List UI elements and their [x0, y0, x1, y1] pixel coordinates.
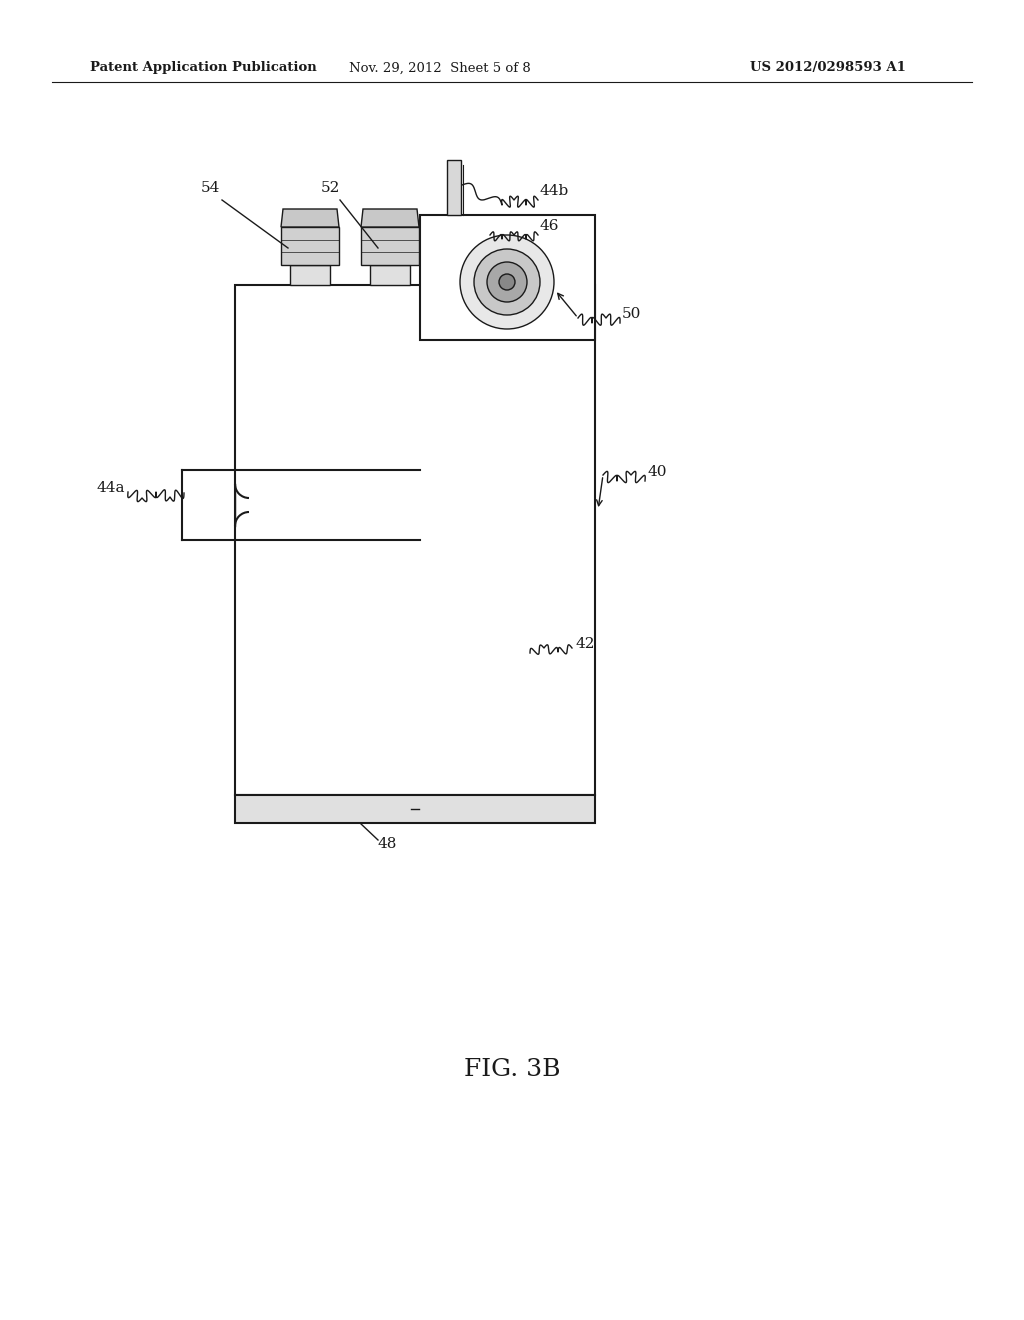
Text: 44a: 44a	[96, 480, 125, 495]
Bar	[447, 160, 461, 215]
Circle shape	[487, 261, 527, 302]
Text: 52: 52	[321, 181, 340, 195]
Bar	[361, 227, 419, 265]
Text: Patent Application Publication: Patent Application Publication	[90, 62, 316, 74]
Text: Nov. 29, 2012  Sheet 5 of 8: Nov. 29, 2012 Sheet 5 of 8	[349, 62, 530, 74]
Text: 54: 54	[201, 181, 220, 195]
Text: US 2012/0298593 A1: US 2012/0298593 A1	[750, 62, 906, 74]
Circle shape	[460, 235, 554, 329]
Text: 50: 50	[622, 308, 641, 321]
Text: 44b: 44b	[540, 183, 569, 198]
Bar	[420, 215, 595, 341]
Bar	[290, 265, 330, 285]
Polygon shape	[361, 209, 419, 227]
Polygon shape	[281, 209, 339, 227]
Bar	[370, 265, 410, 285]
Text: FIG. 3B: FIG. 3B	[464, 1059, 560, 1081]
Text: 42: 42	[575, 638, 595, 651]
Circle shape	[499, 275, 515, 290]
Bar	[234, 285, 595, 795]
Text: 46: 46	[540, 219, 559, 234]
Text: 48: 48	[378, 837, 397, 851]
Circle shape	[474, 249, 540, 315]
Bar	[234, 795, 595, 822]
Bar	[281, 227, 339, 265]
Text: 40: 40	[648, 465, 668, 479]
